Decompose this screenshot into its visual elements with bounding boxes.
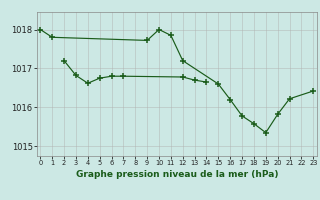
X-axis label: Graphe pression niveau de la mer (hPa): Graphe pression niveau de la mer (hPa) [76,170,278,179]
